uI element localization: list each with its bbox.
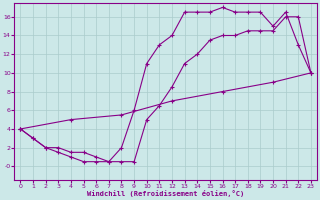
X-axis label: Windchill (Refroidissement éolien,°C): Windchill (Refroidissement éolien,°C) <box>87 190 244 197</box>
